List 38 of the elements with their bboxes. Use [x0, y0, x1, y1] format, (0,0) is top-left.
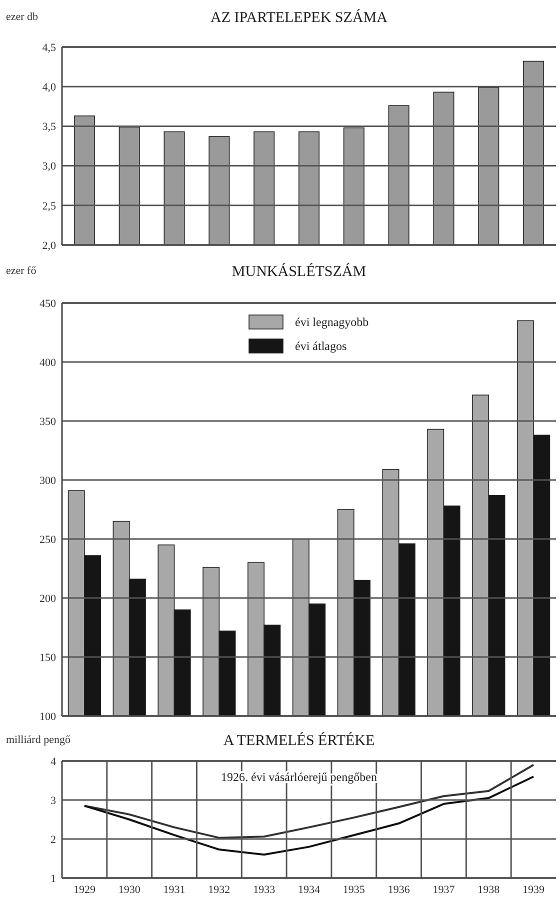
- x-tick-label: 1939: [522, 884, 546, 896]
- y-tick-label: 4,0: [42, 81, 56, 94]
- x-tick-label: 1933: [253, 884, 276, 896]
- x-tick-label: 1934: [298, 884, 320, 896]
- y-tick-label: 4,5: [42, 42, 56, 54]
- y-tick-label: 2: [50, 834, 56, 846]
- x-tick-label: 1932: [208, 884, 230, 896]
- y-axis-title: ezer db: [6, 11, 39, 23]
- y-tick-label: 3,0: [42, 160, 56, 173]
- y-tick-label: 300: [40, 474, 56, 487]
- y-tick-label: 2,0: [42, 240, 56, 252]
- x-tick-label: 1930: [118, 884, 141, 896]
- y-tick-label: 3,5: [42, 121, 56, 134]
- chart-title: A TERMELÉS ÉRTÉKE: [223, 732, 375, 749]
- y-tick-label: 350: [40, 416, 56, 428]
- x-tick-label: 1936: [388, 884, 410, 896]
- y-tick-label: 100: [40, 710, 56, 723]
- y-axis-title: milliárd pengő: [6, 734, 71, 746]
- y-tick-label: 450: [40, 298, 56, 310]
- line-series: [83, 764, 535, 839]
- y-tick-label: 1: [50, 872, 56, 885]
- x-tick-label: 1937: [432, 884, 456, 896]
- x-tick-label: 1935: [342, 884, 366, 896]
- x-tick-label: 1931: [163, 884, 186, 896]
- y-tick-label: 3: [50, 794, 56, 807]
- y-tick-label: 150: [40, 652, 56, 664]
- y-tick-label: 200: [40, 592, 56, 605]
- chart-title: AZ IPARTELEPEK SZÁMA: [210, 9, 388, 26]
- y-tick-label: 2,5: [42, 200, 56, 212]
- legend-label: évi legnagyobb: [295, 315, 369, 329]
- y-axis-title: ezer fő: [6, 265, 37, 277]
- legend-label: évi átlagos: [295, 339, 347, 353]
- y-tick-label: 400: [40, 356, 56, 369]
- y-tick-label: 4: [50, 756, 56, 768]
- chart-title: MUNKÁSLÉTSZÁM: [232, 263, 366, 280]
- x-tick-label: 1938: [478, 884, 500, 896]
- x-tick-label: 1929: [73, 884, 96, 896]
- y-tick-label: 250: [40, 534, 56, 546]
